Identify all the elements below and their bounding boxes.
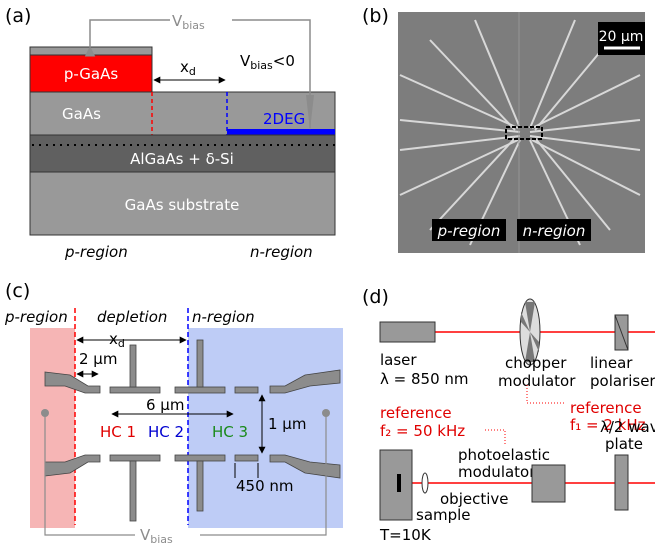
panel-c: (c) p-region depletion n-region xd 2 μm … bbox=[4, 280, 343, 545]
xd-symbol: x bbox=[109, 330, 118, 348]
waveplate-label: λ/2 wave bbox=[600, 418, 655, 436]
region-label: n-region bbox=[523, 222, 586, 240]
metal-layer bbox=[30, 47, 152, 55]
bias-inequality: <0 bbox=[273, 52, 295, 70]
pem-box bbox=[532, 465, 565, 502]
reference-label: reference bbox=[380, 404, 452, 422]
chopper-label: modulator bbox=[498, 372, 576, 390]
dim-label: 1 μm bbox=[268, 415, 306, 433]
region-label: depletion bbox=[97, 308, 167, 326]
region-label: p-region bbox=[64, 243, 128, 261]
dim-label: 450 nm bbox=[236, 477, 294, 495]
xd-symbol: x bbox=[180, 58, 189, 76]
panel-a: (a) p-GaAs GaAs 2DEG AlGaAs + δ-Si GaAs … bbox=[5, 5, 335, 261]
wave-plate bbox=[615, 455, 628, 510]
bias-condition: Vbias<0 bbox=[240, 52, 295, 72]
bias-subscript: bias bbox=[150, 533, 173, 545]
region-label: n-region bbox=[250, 243, 313, 261]
pem-label: modulator bbox=[458, 463, 536, 481]
panel-label: (b) bbox=[362, 5, 389, 27]
region-label: p-region bbox=[437, 222, 501, 240]
bias-label: Vbias bbox=[140, 526, 173, 545]
layer-label: AlGaAs + δ-Si bbox=[130, 150, 234, 168]
layer-label: 2DEG bbox=[263, 110, 305, 128]
scale-bar-label: 20 μm bbox=[599, 29, 644, 45]
panel-label: (a) bbox=[5, 5, 31, 27]
laser-label: laser bbox=[380, 351, 417, 369]
contact-label: HC 3 bbox=[212, 423, 248, 441]
pem-label: photoelastic bbox=[458, 446, 550, 464]
bias-subscript: bias bbox=[182, 19, 205, 32]
2deg-layer bbox=[227, 129, 335, 135]
layer-label: p-GaAs bbox=[64, 65, 119, 83]
xd-subscript: d bbox=[118, 337, 125, 350]
panel-b: (b) 20 μm p-region n-region bbox=[362, 5, 645, 253]
panel-d: (d) laser λ = 850 nm chopper modulator l… bbox=[362, 286, 655, 544]
contact-point bbox=[322, 409, 330, 417]
reference-label: reference bbox=[570, 399, 642, 417]
xd-subscript: d bbox=[189, 65, 196, 78]
laser-label: λ = 850 nm bbox=[380, 370, 469, 388]
dim-label: 2 μm bbox=[79, 350, 117, 368]
layer-label: GaAs substrate bbox=[125, 196, 240, 214]
layer-label: GaAs bbox=[62, 105, 101, 123]
figure: (a) p-GaAs GaAs 2DEG AlGaAs + δ-Si GaAs … bbox=[0, 0, 655, 545]
contact-point bbox=[41, 409, 49, 417]
sample-label: sample bbox=[416, 506, 471, 524]
polariser-label: linear bbox=[590, 354, 633, 372]
panel-label: (c) bbox=[5, 280, 30, 302]
bias-subscript: bias bbox=[250, 59, 273, 72]
objective-lens bbox=[422, 473, 428, 493]
xd-label: xd bbox=[109, 330, 125, 350]
polariser-label: polariser bbox=[590, 372, 655, 390]
temperature-label: T=10K bbox=[379, 526, 432, 544]
panel-label: (d) bbox=[362, 286, 389, 308]
sample bbox=[397, 474, 401, 492]
xd-label: xd bbox=[180, 58, 196, 78]
contact-label: HC 2 bbox=[148, 423, 184, 441]
chopper-label: chopper bbox=[505, 354, 567, 372]
dim-label: 6 μm bbox=[146, 396, 184, 414]
bias-wire bbox=[90, 20, 170, 47]
contact-label: HC 1 bbox=[100, 423, 136, 441]
reference-link bbox=[485, 430, 505, 445]
reference-label: f₂ = 50 kHz bbox=[380, 422, 465, 440]
laser-box bbox=[380, 322, 435, 342]
region-label: n-region bbox=[192, 308, 255, 326]
waveplate-label: plate bbox=[605, 435, 643, 453]
region-label: p-region bbox=[4, 308, 68, 326]
cryostat bbox=[380, 450, 412, 520]
bias-label: Vbias bbox=[172, 12, 205, 32]
p-region-area bbox=[30, 328, 75, 528]
